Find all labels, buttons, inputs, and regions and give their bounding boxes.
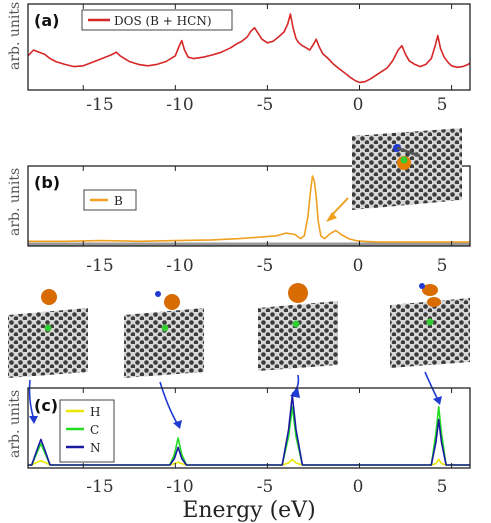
graphene-sheet-c3 — [258, 301, 338, 371]
structure-inset-c1 — [8, 289, 88, 424]
legend-label-h: H — [90, 405, 100, 419]
x-tick-a-0: 0 — [353, 95, 364, 115]
x-tick-c-5: 5 — [437, 477, 448, 497]
x-tick-a-m5: -5 — [257, 95, 274, 115]
boron-atom-b — [400, 156, 408, 164]
inset-arrowhead-b — [326, 212, 337, 222]
panel-label-c: (c) — [34, 396, 58, 415]
panel-label-a: (a) — [34, 11, 59, 30]
legend-box-b — [83, 189, 137, 211]
panel-label-b: (b) — [34, 173, 60, 192]
x-tick-b-0: 0 — [353, 256, 364, 276]
graphene-sheet-c2 — [124, 308, 204, 378]
arrowhead-c4 — [433, 396, 442, 405]
x-axis-title: Energy (eV) — [182, 498, 315, 523]
panel-a: (a) DOS (B + HCN) arb. units -15 -10 -5 … — [7, 2, 471, 115]
series-line-b-b — [28, 175, 470, 243]
graphene-sheet-c1 — [8, 308, 88, 378]
x-tick-c-0: 0 — [353, 477, 364, 497]
series-line-a-dos-b-hcn — [27, 13, 471, 84]
legend-box-a — [81, 9, 233, 31]
legend-a: DOS (B + HCN) — [81, 9, 233, 31]
y-axis-label-a: arb. units — [7, 2, 23, 70]
arrowhead-c1 — [29, 416, 38, 424]
arrowhead-c2 — [173, 420, 182, 429]
structure-inset-c2 — [124, 291, 204, 429]
x-axis-c: -15 -10 -5 0 5 — [82, 388, 453, 497]
legend-label-b: B — [114, 194, 123, 208]
boron-atom-c3 — [292, 320, 300, 328]
axes-frame-b — [27, 165, 471, 247]
legend-box-c — [59, 399, 115, 463]
plot-area-b — [28, 175, 470, 246]
x-axis-a: -15 -10 -5 0 5 — [82, 4, 453, 115]
x-tick-b-m5: -5 — [257, 256, 274, 276]
legend-label-c: C — [90, 423, 99, 437]
nitrogen-atom-c4 — [419, 283, 425, 289]
orbital-c4-upper — [422, 284, 438, 296]
x-tick-a-5: 5 — [437, 95, 448, 115]
plot-area-c — [28, 394, 470, 466]
plot-area-a — [27, 13, 471, 84]
x-tick-a-m15: -15 — [86, 95, 113, 115]
orbital-c3 — [288, 283, 308, 303]
legend-c: H C N — [59, 399, 115, 463]
structure-inset-c3 — [258, 283, 338, 398]
x-tick-c-m5: -5 — [257, 477, 274, 497]
axes-frame-a — [27, 3, 471, 91]
x-tick-c-m15: -15 — [86, 477, 113, 497]
x-tick-b-5: 5 — [437, 256, 448, 276]
legend-label-dos: DOS (B + HCN) — [114, 14, 212, 28]
graphene-sheet-c4 — [390, 298, 470, 368]
x-tick-a-m10: -10 — [166, 95, 193, 115]
x-tick-b-m10: -10 — [166, 256, 193, 276]
hcn-molecule-b — [396, 146, 421, 158]
panel-b: (b) B arb. units -15 -10 -5 0 5 — [7, 128, 471, 276]
x-tick-b-m15: -15 — [86, 256, 113, 276]
orbital-c4-lower — [427, 297, 441, 307]
pointer-c4 — [424, 371, 439, 401]
boron-atom-c4 — [426, 318, 434, 326]
x-tick-c-m10: -10 — [166, 477, 193, 497]
boron-atom-c1 — [44, 324, 52, 332]
structure-inset-c4 — [390, 283, 470, 405]
structure-inset-b — [326, 128, 462, 222]
legend-b: B — [83, 189, 137, 211]
boron-atom-c2 — [161, 324, 169, 332]
y-axis-label-c: arb. units — [7, 390, 23, 458]
panel-c: (c) H C N arb. units -15 -10 -5 0 5 Ener… — [7, 387, 471, 523]
orbital-c2 — [164, 294, 180, 310]
orbital-c1 — [41, 289, 57, 305]
axes-frame-c — [27, 387, 471, 469]
nitrogen-atom-c2 — [155, 291, 161, 297]
inset-pointer-b — [331, 197, 349, 216]
series-line-c-n — [28, 394, 470, 466]
y-axis-label-b: arb. units — [7, 168, 23, 236]
legend-label-n: N — [90, 441, 101, 455]
structure-insets-c — [8, 283, 470, 429]
